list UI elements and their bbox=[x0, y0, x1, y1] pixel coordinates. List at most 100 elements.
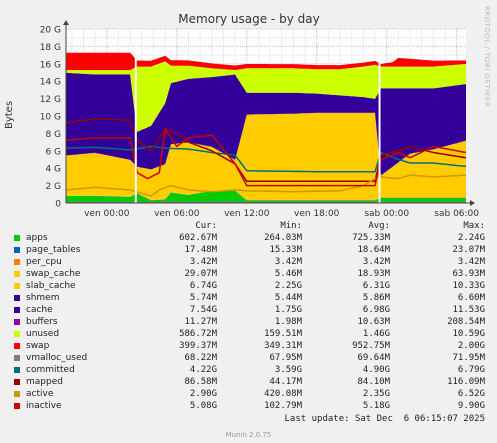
munin-version: Munin 2.0.75 bbox=[225, 431, 272, 439]
legend-value-cur: 5.08G bbox=[189, 401, 217, 411]
legend-header-cur: Cur: bbox=[195, 221, 217, 231]
y-tick-label: 6 G bbox=[45, 147, 61, 157]
y-tick-label: 20 G bbox=[40, 26, 61, 36]
y-tick-label: 2 G bbox=[45, 182, 61, 192]
legend-value-cur: 3.42M bbox=[189, 257, 217, 267]
x-tick-label: ven 12:00 bbox=[224, 209, 270, 219]
legend-value-min: 3.59G bbox=[274, 365, 302, 375]
legend-value-max: 9.90G bbox=[457, 401, 485, 411]
area-slab_cache bbox=[66, 112, 466, 200]
y-tick-label: 14 G bbox=[40, 78, 61, 88]
legend-item-mapped: mapped 86.58M 44.17M 84.10M 116.09M bbox=[12, 376, 492, 388]
legend-value-avg: 6.31G bbox=[362, 281, 390, 291]
legend-swatch bbox=[14, 295, 20, 301]
legend-series-name: active bbox=[26, 389, 54, 399]
y-axis-arrow bbox=[63, 20, 69, 25]
legend-swatch bbox=[14, 235, 20, 241]
legend-value-min: 102.79M bbox=[264, 401, 302, 411]
legend-value-max: 6.79G bbox=[457, 365, 485, 375]
legend-item-committed: committed 4.22G 3.59G 4.90G 6.79G bbox=[12, 364, 492, 376]
legend-series-name: swap bbox=[26, 341, 50, 351]
legend-rows: apps 602.67M 264.03M 725.33M 2.24G page_table… bbox=[12, 232, 492, 412]
y-tick-label: 8 G bbox=[45, 130, 61, 140]
legend-value-max: 2.24G bbox=[457, 233, 485, 243]
y-tick-label: 4 G bbox=[45, 165, 61, 175]
y-tick-label: 12 G bbox=[40, 95, 61, 105]
legend-value-min: 2.25G bbox=[274, 281, 302, 291]
legend-value-max: 10.59G bbox=[452, 329, 485, 339]
x-tick-label: ven 18:00 bbox=[294, 209, 340, 219]
legend-item-per_cpu: per_cpu 3.42M 3.42M 3.42M 3.42M bbox=[12, 256, 492, 268]
legend-series-name: page_tables bbox=[26, 245, 81, 255]
legend-value-avg: 18.64M bbox=[357, 245, 390, 255]
legend-swatch bbox=[14, 403, 20, 409]
last-update: Last update: Sat Dec 6 06:15:07 2025 bbox=[284, 414, 485, 424]
legend-swatch bbox=[14, 367, 20, 373]
legend-value-min: 1.98M bbox=[274, 317, 302, 327]
area-swap bbox=[66, 52, 466, 71]
area-unused bbox=[66, 61, 466, 132]
stacked-areas bbox=[66, 52, 466, 203]
legend-swatch bbox=[14, 343, 20, 349]
chart-title: Memory usage - by day bbox=[178, 12, 319, 26]
legend-value-avg: 4.90G bbox=[362, 365, 390, 375]
legend-value-cur: 11.27M bbox=[184, 317, 217, 327]
legend-item-active: active 2.90G 420.08M 2.35G 6.52G bbox=[12, 388, 492, 400]
legend-value-cur: 7.54G bbox=[189, 305, 217, 315]
legend-swatch bbox=[14, 319, 20, 325]
legend-value-min: 5.44M bbox=[274, 293, 302, 303]
legend-swatch bbox=[14, 379, 20, 385]
legend-item-vmalloc_used: vmalloc_used 68.22M 67.95M 69.64M 71.95M bbox=[12, 352, 492, 364]
legend-value-cur: 399.37M bbox=[179, 341, 217, 351]
line-active bbox=[65, 174, 466, 197]
legend-series-name: buffers bbox=[26, 317, 58, 327]
legend-value-avg: 10.63M bbox=[357, 317, 390, 327]
x-tick-label: ven 06:00 bbox=[154, 209, 200, 219]
legend-series-name: shmem bbox=[26, 293, 60, 303]
legend-series-name: inactive bbox=[26, 401, 62, 411]
x-tick-label: sab 00:00 bbox=[364, 209, 409, 219]
axes bbox=[63, 20, 475, 206]
legend-swatch bbox=[14, 283, 20, 289]
legend-value-min: 1.75G bbox=[274, 305, 302, 315]
legend-series-name: apps bbox=[26, 233, 48, 243]
legend-item-shmem: shmem 5.74M 5.44M 5.86M 6.60M bbox=[12, 292, 492, 304]
legend-swatch bbox=[14, 391, 20, 397]
legend-value-cur: 2.90G bbox=[189, 389, 217, 399]
legend-value-max: 71.95M bbox=[452, 353, 485, 363]
legend-value-cur: 5.74M bbox=[189, 293, 217, 303]
legend-header-max: Max: bbox=[463, 221, 485, 231]
legend-value-avg: 5.18G bbox=[362, 401, 390, 411]
legend-swatch bbox=[14, 355, 20, 361]
legend-item-swap_cache: swap_cache 29.07M 5.46M 18.93M 63.93M bbox=[12, 268, 492, 280]
legend-value-max: 2.00G bbox=[457, 341, 485, 351]
area-apps bbox=[66, 190, 466, 203]
legend-value-avg: 1.46G bbox=[362, 329, 390, 339]
legend-value-max: 116.09M bbox=[447, 377, 485, 387]
legend-item-page_tables: page_tables 17.48M 15.33M 18.64M 23.07M bbox=[12, 244, 492, 256]
legend-value-min: 159.51M bbox=[264, 329, 302, 339]
x-axis-arrow bbox=[470, 200, 475, 206]
line-inactive bbox=[65, 127, 467, 187]
legend-value-min: 349.31M bbox=[264, 341, 302, 351]
legend-value-avg: 3.42M bbox=[362, 257, 390, 267]
legend-value-max: 11.53G bbox=[452, 305, 485, 315]
legend-series-name: vmalloc_used bbox=[26, 353, 88, 363]
legend-series-name: unused bbox=[26, 329, 60, 339]
legend-value-avg: 2.35G bbox=[362, 389, 390, 399]
legend-item-swap: swap 399.37M 349.31M 952.75M 2.00G bbox=[12, 340, 492, 352]
legend-swatch bbox=[14, 259, 20, 265]
legend-value-max: 6.52G bbox=[457, 389, 485, 399]
x-tick-label: sab 06:00 bbox=[434, 209, 479, 219]
legend-value-avg: 725.33M bbox=[352, 233, 390, 243]
legend-value-avg: 6.98G bbox=[362, 305, 390, 315]
legend-value-cur: 4.22G bbox=[189, 365, 217, 375]
line-mapped bbox=[65, 117, 467, 183]
legend-series-name: per_cpu bbox=[26, 257, 62, 267]
y-tick-label: 16 G bbox=[40, 60, 61, 70]
legend-value-min: 44.17M bbox=[269, 377, 302, 387]
legend-value-cur: 602.67M bbox=[179, 233, 217, 243]
legend-header-min: Min: bbox=[280, 221, 302, 231]
legend-value-cur: 17.48M bbox=[184, 245, 217, 255]
y-tick-label: 0 bbox=[55, 200, 61, 210]
